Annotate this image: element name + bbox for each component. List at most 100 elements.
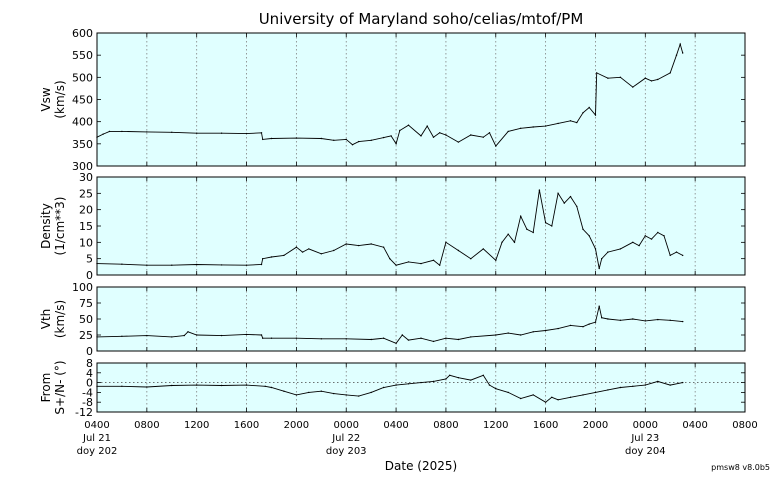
data-point bbox=[345, 138, 347, 141]
data-point bbox=[439, 264, 441, 266]
data-point bbox=[382, 337, 385, 339]
data-point bbox=[426, 125, 428, 127]
data-point bbox=[196, 263, 198, 266]
data-point bbox=[495, 388, 497, 390]
data-point bbox=[345, 243, 347, 245]
data-point bbox=[507, 332, 509, 334]
data-point bbox=[675, 251, 678, 253]
data-point bbox=[245, 132, 248, 135]
data-point bbox=[563, 202, 565, 204]
data-point bbox=[544, 329, 547, 332]
x-tick-label: 0800 bbox=[732, 420, 757, 431]
data-point bbox=[482, 136, 484, 138]
data-point bbox=[594, 391, 597, 394]
data-point bbox=[320, 390, 322, 392]
data-point bbox=[532, 126, 534, 128]
data-point bbox=[569, 324, 572, 327]
y-axis-label: From bbox=[39, 373, 53, 403]
data-point bbox=[488, 132, 491, 134]
data-point bbox=[619, 386, 622, 389]
data-point bbox=[588, 323, 590, 325]
data-point bbox=[582, 326, 584, 328]
data-point bbox=[370, 338, 372, 341]
data-point bbox=[657, 78, 659, 81]
data-point bbox=[594, 248, 597, 250]
data-point bbox=[270, 256, 273, 258]
data-point bbox=[389, 258, 391, 260]
data-point bbox=[146, 386, 148, 388]
data-point bbox=[121, 335, 123, 337]
x-tick-label: 1600 bbox=[234, 420, 259, 431]
data-point bbox=[601, 258, 603, 260]
data-point bbox=[551, 225, 553, 227]
data-point bbox=[420, 262, 422, 265]
data-point bbox=[582, 112, 584, 114]
data-point bbox=[488, 384, 491, 386]
data-point bbox=[399, 129, 401, 132]
data-point bbox=[432, 340, 435, 343]
data-point bbox=[245, 333, 248, 336]
data-point bbox=[270, 386, 273, 389]
data-point bbox=[495, 259, 497, 261]
data-point bbox=[283, 390, 285, 392]
x-axis-label: Date (2025) bbox=[385, 459, 457, 473]
data-point bbox=[470, 336, 472, 338]
data-point bbox=[601, 317, 603, 319]
data-point bbox=[358, 244, 360, 247]
x-tick-label: 0800 bbox=[134, 420, 159, 431]
data-point bbox=[669, 72, 671, 74]
data-point bbox=[187, 331, 189, 333]
data-point bbox=[171, 131, 173, 133]
data-point bbox=[220, 264, 223, 266]
data-point bbox=[632, 86, 634, 88]
data-point bbox=[576, 205, 578, 208]
data-point bbox=[520, 397, 522, 400]
x-tick-date-label: Jul 22 bbox=[331, 433, 360, 444]
y-tick-label: 50 bbox=[79, 313, 93, 326]
data-point bbox=[395, 384, 397, 386]
data-point bbox=[121, 263, 123, 265]
data-point bbox=[245, 384, 248, 386]
data-point bbox=[632, 318, 634, 320]
data-point bbox=[544, 401, 547, 403]
data-point bbox=[108, 130, 111, 133]
y-tick-label: 0 bbox=[86, 345, 93, 358]
data-point bbox=[295, 246, 298, 248]
data-point bbox=[370, 391, 372, 394]
y-axis-unit-label: (1/cm**3) bbox=[53, 197, 67, 256]
data-point bbox=[644, 77, 646, 79]
panel-background bbox=[97, 33, 745, 166]
y-tick-label: -8 bbox=[82, 396, 93, 409]
panel-vsw: 300 350 400 450 500 550 600 Vsw (km/s) bbox=[39, 27, 746, 173]
data-point bbox=[121, 385, 123, 387]
data-point bbox=[432, 136, 435, 138]
data-point bbox=[390, 135, 392, 137]
data-point bbox=[420, 135, 422, 137]
data-point bbox=[644, 384, 646, 386]
x-tick-label: 1600 bbox=[533, 420, 558, 431]
data-point bbox=[196, 384, 198, 386]
data-point bbox=[320, 253, 322, 255]
data-point bbox=[544, 222, 547, 224]
data-point bbox=[146, 264, 148, 266]
data-point bbox=[432, 380, 435, 383]
data-point bbox=[495, 145, 497, 147]
data-point bbox=[283, 254, 285, 257]
y-tick-label: 25 bbox=[79, 187, 93, 200]
data-point bbox=[495, 334, 497, 336]
y-tick-label: 30 bbox=[79, 171, 93, 184]
y-tick-label: 8 bbox=[86, 357, 93, 370]
data-point bbox=[457, 141, 460, 143]
data-point bbox=[220, 384, 223, 387]
y-axis-label: Density bbox=[39, 203, 53, 249]
data-point bbox=[569, 195, 572, 198]
data-point bbox=[682, 52, 684, 54]
data-point bbox=[557, 399, 559, 401]
panel-background bbox=[97, 177, 745, 275]
y-tick-label: -4 bbox=[82, 386, 93, 399]
data-point bbox=[432, 259, 435, 261]
x-tick-date-label: Jul 21 bbox=[82, 433, 111, 444]
data-point bbox=[632, 385, 634, 387]
data-point bbox=[532, 394, 534, 396]
data-point bbox=[449, 374, 451, 376]
